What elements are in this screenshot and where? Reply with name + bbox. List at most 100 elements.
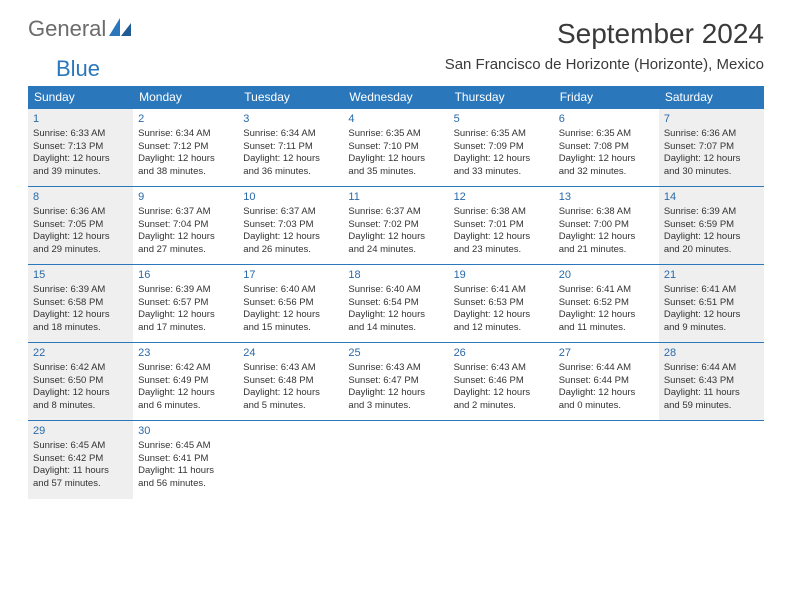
- calendar-cell: 23Sunrise: 6:42 AMSunset: 6:49 PMDayligh…: [133, 343, 238, 421]
- daylight-text: Daylight: 12 hours: [138, 231, 233, 244]
- daylight-text: and 15 minutes.: [243, 322, 338, 335]
- header: General Blue September 2024 San Francisc…: [28, 18, 764, 80]
- sunset-text: Sunset: 7:13 PM: [33, 141, 128, 154]
- day-number: 3: [243, 112, 338, 127]
- daylight-text: Daylight: 12 hours: [33, 153, 128, 166]
- calendar-row: 22Sunrise: 6:42 AMSunset: 6:50 PMDayligh…: [28, 343, 764, 421]
- sunset-text: Sunset: 6:48 PM: [243, 375, 338, 388]
- daylight-text: Daylight: 12 hours: [138, 309, 233, 322]
- sunset-text: Sunset: 7:10 PM: [348, 141, 443, 154]
- daylight-text: and 5 minutes.: [243, 400, 338, 413]
- day-number: 4: [348, 112, 443, 127]
- daylight-text: and 35 minutes.: [348, 166, 443, 179]
- day-number: 11: [348, 190, 443, 205]
- calendar-row: 1Sunrise: 6:33 AMSunset: 7:13 PMDaylight…: [28, 109, 764, 187]
- daylight-text: and 23 minutes.: [454, 244, 549, 257]
- daylight-text: and 27 minutes.: [138, 244, 233, 257]
- daylight-text: Daylight: 12 hours: [559, 309, 654, 322]
- sunset-text: Sunset: 6:53 PM: [454, 297, 549, 310]
- daylight-text: Daylight: 11 hours: [664, 387, 759, 400]
- calendar-cell: 22Sunrise: 6:42 AMSunset: 6:50 PMDayligh…: [28, 343, 133, 421]
- day-number: 10: [243, 190, 338, 205]
- daylight-text: Daylight: 12 hours: [243, 231, 338, 244]
- day-number: 12: [454, 190, 549, 205]
- calendar-cell: 28Sunrise: 6:44 AMSunset: 6:43 PMDayligh…: [659, 343, 764, 421]
- daylight-text: and 11 minutes.: [559, 322, 654, 335]
- calendar-cell: 6Sunrise: 6:35 AMSunset: 7:08 PMDaylight…: [554, 109, 659, 187]
- daylight-text: and 6 minutes.: [138, 400, 233, 413]
- sunrise-text: Sunrise: 6:34 AM: [138, 128, 233, 141]
- daylight-text: Daylight: 11 hours: [138, 465, 233, 478]
- sunrise-text: Sunrise: 6:42 AM: [33, 362, 128, 375]
- sunrise-text: Sunrise: 6:38 AM: [559, 206, 654, 219]
- day-number: 26: [454, 346, 549, 361]
- day-number: 15: [33, 268, 128, 283]
- page-title: September 2024: [445, 18, 764, 50]
- sunrise-text: Sunrise: 6:37 AM: [243, 206, 338, 219]
- calendar-row: 29Sunrise: 6:45 AMSunset: 6:42 PMDayligh…: [28, 421, 764, 499]
- calendar-cell: 3Sunrise: 6:34 AMSunset: 7:11 PMDaylight…: [238, 109, 343, 187]
- day-number: 22: [33, 346, 128, 361]
- daylight-text: Daylight: 12 hours: [559, 153, 654, 166]
- day-number: 6: [559, 112, 654, 127]
- sunset-text: Sunset: 6:44 PM: [559, 375, 654, 388]
- logo-text-general: General: [28, 18, 106, 40]
- calendar-cell: 4Sunrise: 6:35 AMSunset: 7:10 PMDaylight…: [343, 109, 448, 187]
- sunrise-text: Sunrise: 6:45 AM: [33, 440, 128, 453]
- calendar-cell: 8Sunrise: 6:36 AMSunset: 7:05 PMDaylight…: [28, 187, 133, 265]
- daylight-text: Daylight: 12 hours: [348, 387, 443, 400]
- calendar-cell: 27Sunrise: 6:44 AMSunset: 6:44 PMDayligh…: [554, 343, 659, 421]
- daylight-text: Daylight: 12 hours: [33, 309, 128, 322]
- sunrise-text: Sunrise: 6:35 AM: [348, 128, 443, 141]
- day-number: 27: [559, 346, 654, 361]
- day-number: 20: [559, 268, 654, 283]
- brand-logo: General Blue: [28, 18, 131, 80]
- daylight-text: and 8 minutes.: [33, 400, 128, 413]
- sunrise-text: Sunrise: 6:41 AM: [559, 284, 654, 297]
- sunset-text: Sunset: 7:12 PM: [138, 141, 233, 154]
- weekday-header: Tuesday: [238, 86, 343, 109]
- daylight-text: and 30 minutes.: [664, 166, 759, 179]
- sunrise-text: Sunrise: 6:33 AM: [33, 128, 128, 141]
- calendar-cell: 25Sunrise: 6:43 AMSunset: 6:47 PMDayligh…: [343, 343, 448, 421]
- sunset-text: Sunset: 6:42 PM: [33, 453, 128, 466]
- sunset-text: Sunset: 7:00 PM: [559, 219, 654, 232]
- daylight-text: and 18 minutes.: [33, 322, 128, 335]
- daylight-text: and 24 minutes.: [348, 244, 443, 257]
- day-number: 23: [138, 346, 233, 361]
- day-number: 9: [138, 190, 233, 205]
- daylight-text: Daylight: 12 hours: [559, 231, 654, 244]
- sunset-text: Sunset: 6:58 PM: [33, 297, 128, 310]
- daylight-text: and 38 minutes.: [138, 166, 233, 179]
- sunset-text: Sunset: 7:04 PM: [138, 219, 233, 232]
- calendar-cell: [554, 421, 659, 499]
- sunset-text: Sunset: 6:54 PM: [348, 297, 443, 310]
- sunrise-text: Sunrise: 6:39 AM: [33, 284, 128, 297]
- daylight-text: Daylight: 12 hours: [243, 309, 338, 322]
- sunset-text: Sunset: 6:43 PM: [664, 375, 759, 388]
- day-number: 14: [664, 190, 759, 205]
- sunrise-text: Sunrise: 6:38 AM: [454, 206, 549, 219]
- sunrise-text: Sunrise: 6:37 AM: [348, 206, 443, 219]
- sunset-text: Sunset: 6:52 PM: [559, 297, 654, 310]
- day-number: 16: [138, 268, 233, 283]
- sunset-text: Sunset: 7:11 PM: [243, 141, 338, 154]
- sunrise-text: Sunrise: 6:42 AM: [138, 362, 233, 375]
- sunset-text: Sunset: 6:50 PM: [33, 375, 128, 388]
- sunrise-text: Sunrise: 6:43 AM: [243, 362, 338, 375]
- calendar-cell: 21Sunrise: 6:41 AMSunset: 6:51 PMDayligh…: [659, 265, 764, 343]
- sunrise-text: Sunrise: 6:40 AM: [243, 284, 338, 297]
- sunset-text: Sunset: 6:56 PM: [243, 297, 338, 310]
- daylight-text: Daylight: 12 hours: [664, 153, 759, 166]
- daylight-text: Daylight: 12 hours: [243, 153, 338, 166]
- logo-sail-icon: [109, 18, 131, 40]
- daylight-text: and 14 minutes.: [348, 322, 443, 335]
- calendar-cell: 12Sunrise: 6:38 AMSunset: 7:01 PMDayligh…: [449, 187, 554, 265]
- calendar-cell: 5Sunrise: 6:35 AMSunset: 7:09 PMDaylight…: [449, 109, 554, 187]
- daylight-text: and 32 minutes.: [559, 166, 654, 179]
- calendar-cell: 15Sunrise: 6:39 AMSunset: 6:58 PMDayligh…: [28, 265, 133, 343]
- daylight-text: and 17 minutes.: [138, 322, 233, 335]
- calendar-cell: 29Sunrise: 6:45 AMSunset: 6:42 PMDayligh…: [28, 421, 133, 499]
- weekday-header: Friday: [554, 86, 659, 109]
- daylight-text: and 36 minutes.: [243, 166, 338, 179]
